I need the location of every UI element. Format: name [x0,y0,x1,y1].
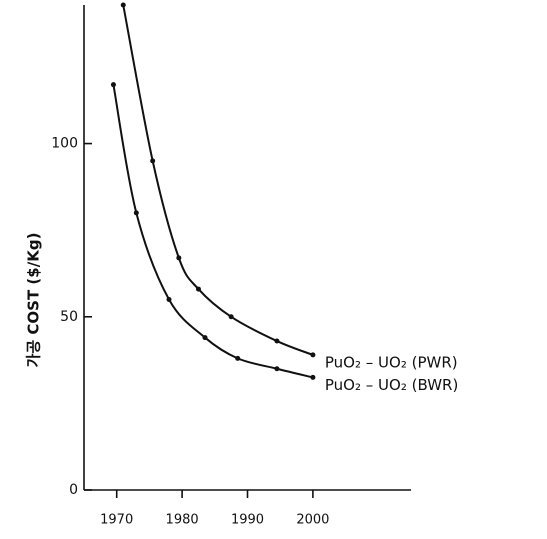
series-label: PuO₂ – UO₂ (PWR) [325,353,458,371]
data-point [274,338,280,344]
data-point [228,314,234,320]
x-tick-label: 1970 [100,513,133,528]
data-point [202,335,208,341]
series-line [112,84,314,379]
data-point [195,286,201,292]
data-point [274,366,280,372]
data-point [150,158,156,164]
data-point [310,352,316,358]
data-point [120,2,126,8]
data-point [310,374,316,380]
y-tick-label: 50 [60,309,78,325]
y-tick-label: 0 [69,482,78,498]
data-point [235,355,241,361]
data-point [110,82,116,88]
series-label: PuO₂ – UO₂ (BWR) [325,376,458,394]
data-point [176,255,182,261]
data-point [133,210,139,216]
data-point [166,296,172,302]
x-tick-label: 1980 [166,513,199,528]
x-tick-label: 2000 [296,513,329,528]
y-axis-label: 가공 COST ($/Kg) [25,233,43,368]
y-tick-label: 100 [51,136,78,152]
series-line [122,4,314,356]
x-tick-label: 1990 [231,513,264,528]
